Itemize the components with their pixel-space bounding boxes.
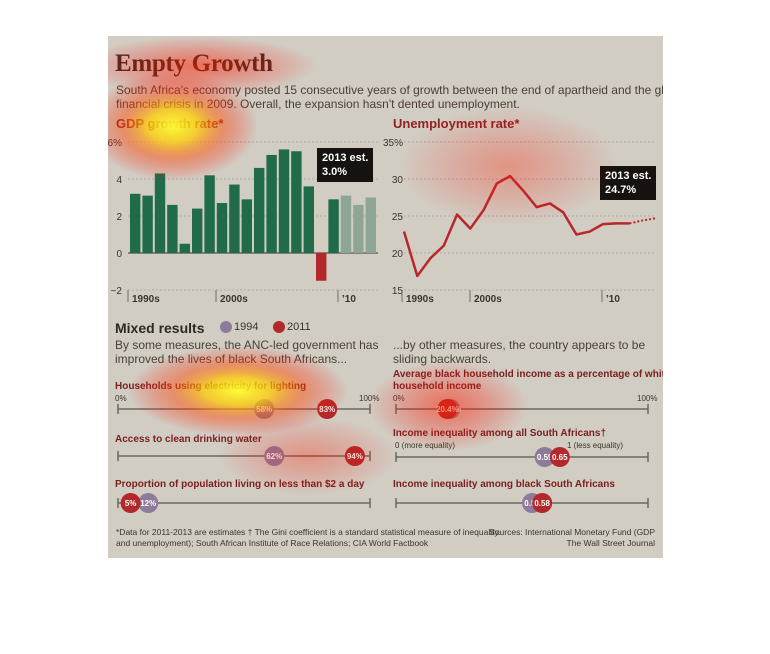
gdp-estimate-value: 3.0% <box>322 166 348 178</box>
gdp-estimate-callout: 2013 est. 3.0% <box>317 148 374 182</box>
electricity-value-1994: 58% <box>256 405 272 414</box>
unemployment-x-tick: 1990s <box>406 294 434 305</box>
infographic-panel: Empty Growth South Africa's economy post… <box>108 36 663 558</box>
sources-line1: Sources: International Monetary Fund (GD… <box>489 527 655 537</box>
electricity-value-2011: 83% <box>319 405 335 414</box>
gdp-y-tick: −2 <box>111 286 123 297</box>
legend-1994-label: 1994 <box>234 321 259 333</box>
gdp-bar <box>142 195 153 253</box>
gdp-bar <box>254 167 265 253</box>
footnote-line1: *Data for 2011-2013 are estimates † The … <box>116 527 501 537</box>
poverty-dot-1994 <box>138 493 159 513</box>
inequality-black-value-2011: 0.58 <box>534 499 550 508</box>
gdp-bar <box>353 204 364 253</box>
gdp-bar <box>130 193 141 253</box>
water-value-1994: 62% <box>266 452 282 461</box>
unemployment-y-tick: 25 <box>392 212 404 223</box>
gdp-x-tick: 1990s <box>132 294 160 305</box>
right-description-line1: ...by other measures, the country appear… <box>393 338 646 352</box>
gdp-bar <box>291 151 302 253</box>
right-scale-max: 100% <box>637 394 658 403</box>
gdp-bar <box>167 204 178 253</box>
gdp-bar <box>154 173 166 253</box>
gdp-y-tick: 0 <box>116 249 122 260</box>
gdp-bar <box>365 197 376 253</box>
inequality-all-dot-2011 <box>549 447 570 467</box>
gdp-bar <box>229 184 240 253</box>
gdp-bar <box>179 243 190 253</box>
sources-line2: The Wall Street Journal <box>566 538 656 548</box>
gdp-bar <box>316 253 327 281</box>
inequality-black-dot-2011 <box>532 493 553 513</box>
unemployment-x-tick: ’10 <box>606 294 620 305</box>
inequality-all-dot-1994 <box>534 447 555 467</box>
unemployment-estimate-line <box>629 217 657 225</box>
gdp-bar <box>303 186 314 253</box>
inequality-all-value-2011: 0.65 <box>552 453 568 462</box>
mixed-results-heading: Mixed results <box>115 320 205 336</box>
inequality-black-label: Income inequality among black South Afri… <box>393 479 615 490</box>
unemployment-y-tick: 35% <box>383 138 403 149</box>
left-scale-min: 0% <box>115 394 127 403</box>
gdp-estimate-label: 2013 est. <box>322 152 369 164</box>
gdp-bar <box>204 175 215 253</box>
water-value-2011: 94% <box>347 452 363 461</box>
legend-1994-dot <box>220 321 232 333</box>
gdp-bar <box>278 149 290 253</box>
unemployment-x-tick: 2000s <box>474 294 502 305</box>
inequality-all-value-1994: 0.59 <box>537 453 553 462</box>
poverty-value-2011: 5% <box>125 499 137 508</box>
gdp-bar <box>241 199 252 253</box>
household-income-label-line1: Average black household income as a perc… <box>393 369 663 380</box>
gdp-bar <box>328 199 339 253</box>
gdp-x-tick: 2000s <box>220 294 248 305</box>
footnote-line2: and unemployment); South African Institu… <box>116 538 429 548</box>
gdp-bar <box>340 195 352 253</box>
poverty-dot-2011 <box>120 493 141 513</box>
unemployment-y-tick: 20 <box>392 249 404 260</box>
gdp-y-tick: 2 <box>116 212 122 223</box>
legend-2011-dot <box>273 321 285 333</box>
gdp-bar <box>266 154 277 253</box>
household-income-value-2011: 20.4% <box>436 405 459 414</box>
unemployment-y-tick: 15 <box>392 286 404 297</box>
legend-2011-label: 2011 <box>287 321 311 333</box>
gdp-bar <box>192 208 203 253</box>
gini-scale-max: 1 (less equality) <box>567 441 624 450</box>
gdp-bar <box>216 203 228 253</box>
poverty-value-1994: 12% <box>140 499 156 508</box>
gdp-x-tick: ’10 <box>342 294 356 305</box>
unemployment-y-tick: 30 <box>392 175 404 186</box>
water-label: Access to clean drinking water <box>115 434 262 445</box>
indicator-dots-canvas: 58%83%62%94%12%5%21.5%20.4%0.590.650.540… <box>117 399 649 513</box>
